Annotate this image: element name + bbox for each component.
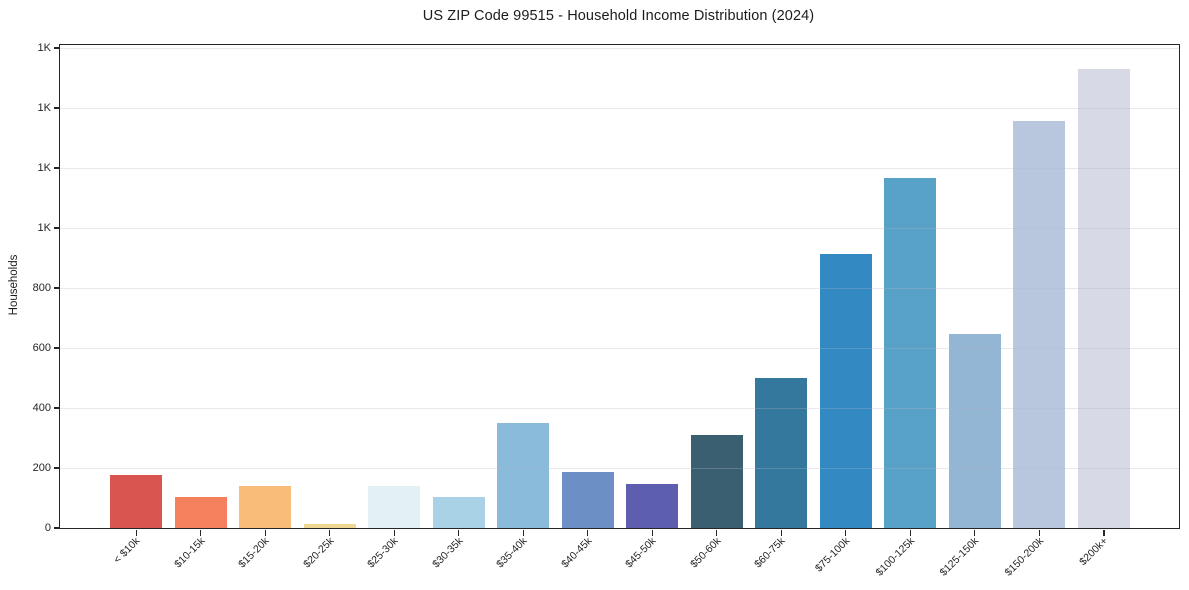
y-tick-label: 800 <box>32 282 51 294</box>
x-tick-label: $75-100k <box>812 535 853 575</box>
y-tick-mark <box>53 227 59 229</box>
x-tick-mark <box>1038 529 1041 536</box>
bar <box>303 524 356 528</box>
y-tick-label: 1K <box>37 162 51 174</box>
x-tick-mark <box>458 529 460 536</box>
x-tick-mark <box>1103 529 1105 536</box>
x-tick-mark <box>329 529 331 536</box>
x-tick-label: $15-20k <box>236 535 272 571</box>
y-tick-label: 1K <box>37 42 51 54</box>
bar <box>948 334 1001 528</box>
gridline <box>60 47 1179 49</box>
y-tick-mark <box>53 287 59 289</box>
x-tick-label: $100-125k <box>873 535 917 579</box>
gridline <box>60 407 1179 409</box>
x-tick-mark <box>651 529 653 536</box>
gridline <box>60 107 1179 109</box>
y-tick-mark <box>53 107 59 109</box>
y-tick-mark <box>53 407 59 409</box>
x-tick-label: $125-150k <box>937 535 982 579</box>
gridline <box>60 467 1179 469</box>
x-tick-label: $30-35k <box>429 535 466 571</box>
x-tick-label: $10-15k <box>171 535 208 571</box>
y-tick-label: 1K <box>37 222 51 234</box>
gridline <box>60 347 1179 349</box>
y-tick-label: 1K <box>37 102 51 114</box>
gridline <box>60 227 1179 229</box>
x-tick-label: $60-75k <box>752 535 788 571</box>
x-tick-mark <box>135 529 137 536</box>
x-tick-mark <box>393 529 395 536</box>
bar <box>884 177 937 528</box>
x-tick-mark <box>716 529 718 536</box>
x-tick-mark <box>909 529 911 536</box>
x-tick-label: $50-60k <box>688 535 724 571</box>
x-tick-label: $200k+ <box>1077 535 1111 569</box>
y-tick-mark <box>53 347 59 349</box>
bar <box>819 253 872 528</box>
bar <box>626 483 679 528</box>
y-tick-label: 0 <box>44 522 51 534</box>
y-tick-mark <box>53 527 59 529</box>
y-tick-label: 600 <box>32 342 51 354</box>
x-tick-label: < $10k <box>111 535 143 566</box>
x-tick-label: $45-50k <box>623 535 659 571</box>
x-tick-mark <box>264 529 266 536</box>
bar <box>432 496 485 528</box>
x-tick-label: $20-25k <box>300 535 337 571</box>
chart-title: US ZIP Code 99515 - Household Income Dis… <box>422 8 815 24</box>
bar <box>110 474 163 528</box>
x-tick-mark <box>587 529 589 536</box>
bar <box>561 472 614 528</box>
y-tick-label: 400 <box>32 402 51 414</box>
x-tick-label: $35-40k <box>494 535 530 571</box>
y-tick-mark <box>53 467 59 469</box>
bar <box>239 485 292 528</box>
bar <box>1013 120 1066 528</box>
x-tick-mark <box>200 529 202 536</box>
x-tick-mark <box>780 529 782 536</box>
bar <box>690 434 743 528</box>
gridline <box>60 167 1179 169</box>
y-tick-label: 200 <box>32 462 51 474</box>
x-tick-label: $25-30k <box>365 535 401 571</box>
y-tick-mark <box>53 47 59 49</box>
y-tick-mark <box>53 167 59 169</box>
y-axis-label: Households <box>8 254 20 316</box>
x-tick-mark <box>974 529 976 536</box>
bar <box>755 378 808 528</box>
bar <box>497 423 550 528</box>
x-tick-mark <box>845 529 847 536</box>
bar <box>368 486 421 528</box>
x-tick-label: $40-45k <box>558 535 595 571</box>
bar <box>1077 68 1130 528</box>
gridline <box>60 287 1179 289</box>
x-tick-label: $150-200k <box>1002 535 1046 579</box>
bar <box>174 496 227 528</box>
x-tick-mark <box>522 529 524 536</box>
plot-area: 0 200 400 600 800 1K 1K 1K 1K < $10k $10-15k $15-20… <box>33 42 1180 579</box>
